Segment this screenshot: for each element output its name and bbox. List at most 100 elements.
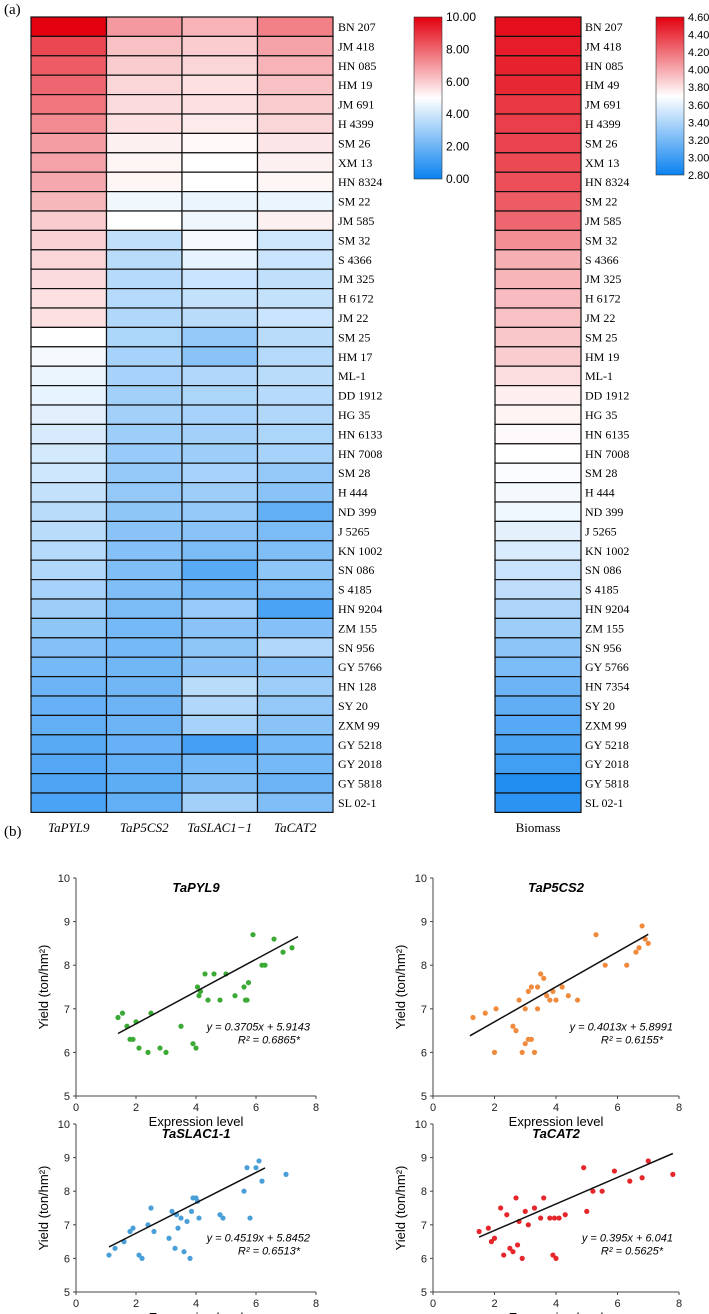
- data-point: [271, 936, 277, 942]
- biomass-colorbar: 4.60 4.40 4.20 4.00 3.80 3.60 3.40 3.20 3.00 2.80: [655, 12, 709, 182]
- heatmap-cell: [256, 326, 334, 348]
- row-label: ZM 155: [585, 621, 624, 635]
- data-point: [178, 1023, 184, 1029]
- data-point: [106, 1252, 112, 1258]
- x-tick-label: 4: [553, 1298, 559, 1310]
- heatmap-cell: [30, 656, 108, 678]
- data-point: [624, 962, 630, 968]
- data-point: [639, 1175, 645, 1181]
- x-axis-label: Expression level: [509, 1114, 604, 1129]
- heatmap-cell: [494, 132, 582, 154]
- heatmap-cell: [181, 288, 259, 309]
- heatmap-cell: [494, 55, 582, 76]
- data-point: [244, 997, 250, 1003]
- gene-expression-heatmap: BN 207 JM 418 HN 085 HM 19 JM 691 H 4399 SM 26…: [30, 16, 382, 835]
- colorbar-tick-label: 6.00: [446, 75, 470, 89]
- heatmap-cell: [494, 637, 582, 658]
- heatmap-cell: [181, 326, 259, 348]
- colorbar-tick-label: 3.20: [688, 135, 709, 147]
- heatmap-cell: [494, 559, 582, 581]
- row-label: GY 2018: [338, 757, 382, 771]
- heatmap-cell: [181, 423, 259, 445]
- data-point: [574, 997, 581, 1003]
- plot-title: TaCAT2: [532, 1126, 580, 1141]
- data-point: [510, 1249, 516, 1255]
- heatmap-cell: [181, 113, 259, 134]
- heatmap-cell: [181, 191, 259, 212]
- row-label: SM 25: [338, 330, 370, 344]
- heatmap-cell: [494, 772, 582, 794]
- row-label: J 5265: [585, 524, 617, 538]
- heatmap-cell: [494, 229, 582, 251]
- colorbar-tick-label: 2.80: [688, 170, 709, 182]
- heatmap-cell: [494, 792, 582, 813]
- column-label: TaCAT2: [274, 820, 317, 835]
- column-label: Biomass: [516, 820, 561, 835]
- data-point: [553, 1255, 559, 1261]
- data-point: [639, 923, 645, 929]
- heatmap-cell: [105, 753, 183, 775]
- heatmap-cell: [30, 385, 108, 406]
- x-tick-label: 2: [491, 1298, 497, 1310]
- x-tick-label: 6: [614, 1102, 620, 1114]
- heatmap-cell: [256, 152, 334, 173]
- heatmap-cell: [30, 501, 108, 522]
- row-label: SM 25: [585, 330, 617, 344]
- colorbar-tick-label: 3.00: [688, 152, 709, 164]
- heatmap-cell: [494, 171, 582, 193]
- heatmap-cell: [256, 288, 334, 309]
- heatmap-cell: [30, 753, 108, 775]
- x-tick-label: 4: [553, 1102, 559, 1114]
- heatmap-cell: [181, 268, 259, 290]
- y-tick-label: 10: [58, 1119, 70, 1131]
- y-tick-label: 7: [421, 1220, 427, 1232]
- data-point: [241, 984, 247, 990]
- data-point: [551, 1215, 558, 1221]
- data-point: [538, 971, 544, 977]
- heatmap-cell: [30, 229, 108, 251]
- row-label: H 4399: [585, 117, 621, 131]
- data-point: [188, 1208, 195, 1214]
- data-point: [514, 1242, 521, 1248]
- heatmap-cell: [256, 520, 334, 542]
- data-point: [498, 1205, 504, 1211]
- heatmap-cell: [105, 617, 183, 639]
- heatmap-cell: [181, 404, 259, 425]
- y-tick-label: 9: [64, 917, 70, 929]
- data-point: [562, 1212, 568, 1218]
- heatmap-cell: [256, 753, 334, 775]
- row-label: SL 02-1: [585, 796, 624, 810]
- scatter-tacat2: 5 6 7 8 9 10 0 2 4 6 8 Expression level Yield (ton/h…: [393, 1119, 682, 1314]
- colorbar-tick-label: 0.00: [446, 172, 470, 186]
- plot-title: TaSLAC1-1: [162, 1126, 231, 1141]
- heatmap-cell: [256, 792, 334, 813]
- data-point: [516, 997, 522, 1003]
- heatmap-cell: [30, 210, 108, 231]
- y-tick-label: 7: [64, 1004, 70, 1016]
- row-label: BN 207: [585, 20, 623, 34]
- x-tick-label: 4: [193, 1102, 199, 1114]
- heatmap-cell: [105, 404, 183, 425]
- data-point: [476, 1228, 482, 1235]
- heatmap-cell: [256, 171, 334, 193]
- y-tick-label: 8: [421, 1186, 427, 1198]
- heatmap-cell: [494, 113, 582, 134]
- heatmap-cell: [30, 578, 108, 600]
- row-label: HM 17: [338, 350, 372, 364]
- x-tick-label: 2: [133, 1102, 139, 1114]
- row-label: GY 5818: [585, 777, 629, 791]
- heatmap-cell: [30, 637, 108, 658]
- biomass-heatmap: BN 207 JM 418 HN 085 HM 49 JM 691 H 4399 SM 26…: [494, 16, 629, 835]
- heatmap-cell: [30, 113, 108, 134]
- heatmap-cell: [256, 385, 334, 406]
- r-squared-label: R² = 0.6513*: [238, 1246, 301, 1258]
- y-tick-label: 8: [64, 960, 70, 972]
- row-label: S 4366: [585, 253, 619, 267]
- heatmap-cell: [30, 35, 108, 57]
- heatmap-cell: [105, 365, 183, 387]
- data-point: [202, 971, 208, 977]
- heatmap-cell: [105, 74, 183, 96]
